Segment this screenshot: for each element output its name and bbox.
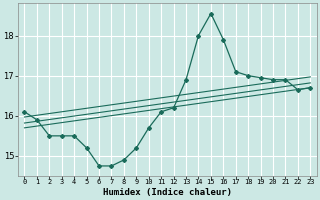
X-axis label: Humidex (Indice chaleur): Humidex (Indice chaleur) — [103, 188, 232, 197]
